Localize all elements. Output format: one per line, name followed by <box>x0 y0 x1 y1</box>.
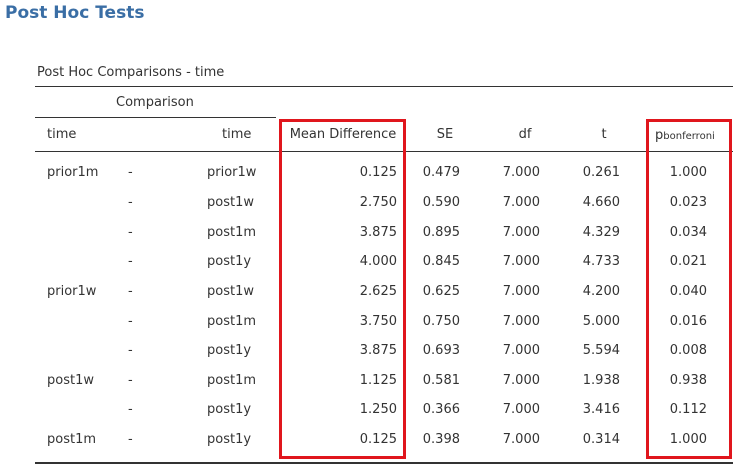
section-title: Post Hoc Tests <box>5 3 145 23</box>
cell-p-bonferroni: 1.000 <box>669 165 707 180</box>
cell-dash: - <box>128 165 133 180</box>
cell-p-bonferroni: 0.034 <box>669 225 707 240</box>
cell-mean-difference: 2.750 <box>359 195 397 210</box>
cell-t: 4.733 <box>582 254 620 269</box>
cell-df: 7.000 <box>502 284 540 299</box>
cell-time-to: prior1w <box>207 165 257 180</box>
table-header-rule <box>35 151 733 152</box>
cell-t: 0.261 <box>582 165 620 180</box>
cell-mean-difference: 1.125 <box>359 373 397 388</box>
comparison-group-rule <box>35 117 276 118</box>
cell-p-bonferroni: 0.016 <box>669 314 707 329</box>
cell-t: 0.314 <box>582 432 620 447</box>
cell-p-bonferroni: 0.938 <box>669 373 707 388</box>
cell-p-bonferroni: 0.023 <box>669 195 707 210</box>
comparison-group-label: Comparison <box>116 95 194 110</box>
cell-t: 4.200 <box>582 284 620 299</box>
cell-se: 0.693 <box>422 343 460 358</box>
cell-df: 7.000 <box>502 165 540 180</box>
cell-se: 0.845 <box>422 254 460 269</box>
cell-se: 0.581 <box>422 373 460 388</box>
cell-mean-difference: 0.125 <box>359 432 397 447</box>
cell-df: 7.000 <box>502 373 540 388</box>
cell-time-to: post1y <box>207 254 252 269</box>
cell-se: 0.895 <box>422 225 460 240</box>
cell-df: 7.000 <box>502 225 540 240</box>
header-t: t <box>601 127 607 142</box>
cell-t: 3.416 <box>582 402 620 417</box>
cell-se: 0.398 <box>422 432 460 447</box>
cell-mean-difference: 3.875 <box>359 343 397 358</box>
cell-se: 0.750 <box>422 314 460 329</box>
cell-df: 7.000 <box>502 402 540 417</box>
cell-df: 7.000 <box>502 195 540 210</box>
header-se: SE <box>436 127 454 142</box>
cell-time-to: post1y <box>207 402 252 417</box>
cell-mean-difference: 4.000 <box>359 254 397 269</box>
cell-df: 7.000 <box>502 343 540 358</box>
cell-dash: - <box>128 284 133 299</box>
cell-p-bonferroni: 0.008 <box>669 343 707 358</box>
cell-time-from: prior1w <box>47 284 97 299</box>
cell-dash: - <box>128 373 133 388</box>
cell-mean-difference: 2.625 <box>359 284 397 299</box>
cell-dash: - <box>128 254 133 269</box>
cell-t: 4.329 <box>582 225 620 240</box>
header-mean-difference: Mean Difference <box>289 127 397 142</box>
cell-time-to: post1m <box>207 373 257 388</box>
cell-dash: - <box>128 402 133 417</box>
table-title: Post Hoc Comparisons - time <box>37 65 225 80</box>
cell-time-to: post1y <box>207 432 252 447</box>
cell-time-to: post1w <box>207 195 254 210</box>
cell-dash: - <box>128 195 133 210</box>
cell-mean-difference: 3.875 <box>359 225 397 240</box>
cell-se: 0.479 <box>422 165 460 180</box>
cell-time-to: post1m <box>207 225 257 240</box>
cell-t: 5.594 <box>582 343 620 358</box>
table-bottom-rule <box>35 462 733 464</box>
table-top-rule <box>35 86 733 87</box>
cell-dash: - <box>128 225 133 240</box>
cell-df: 7.000 <box>502 254 540 269</box>
cell-se: 0.590 <box>422 195 460 210</box>
cell-df: 7.000 <box>502 432 540 447</box>
cell-p-bonferroni: 0.112 <box>669 402 707 417</box>
header-time-1: time <box>47 127 77 142</box>
cell-time-from: post1w <box>47 373 94 388</box>
cell-se: 0.366 <box>422 402 460 417</box>
cell-dash: - <box>128 432 133 447</box>
header-time-2: time <box>222 127 252 142</box>
cell-t: 5.000 <box>582 314 620 329</box>
cell-mean-difference: 1.250 <box>359 402 397 417</box>
p-bonferroni-highlight-box <box>646 119 732 459</box>
header-df: df <box>518 127 532 142</box>
cell-p-bonferroni: 1.000 <box>669 432 707 447</box>
header-p-sub: bonferroni <box>663 131 715 142</box>
cell-t: 4.660 <box>582 195 620 210</box>
cell-time-from: prior1m <box>47 165 99 180</box>
cell-dash: - <box>128 343 133 358</box>
cell-mean-difference: 0.125 <box>359 165 397 180</box>
header-p-main: p <box>655 128 664 143</box>
cell-se: 0.625 <box>422 284 460 299</box>
cell-time-to: post1y <box>207 343 252 358</box>
cell-t: 1.938 <box>582 373 620 388</box>
cell-time-to: post1w <box>207 284 254 299</box>
mean-difference-highlight-box <box>279 119 406 459</box>
cell-dash: - <box>128 314 133 329</box>
header-p-bonferroni: pbonferroni <box>655 128 715 145</box>
cell-mean-difference: 3.750 <box>359 314 397 329</box>
cell-p-bonferroni: 0.040 <box>669 284 707 299</box>
cell-p-bonferroni: 0.021 <box>669 254 707 269</box>
cell-time-to: post1m <box>207 314 257 329</box>
cell-df: 7.000 <box>502 314 540 329</box>
cell-time-from: post1m <box>47 432 97 447</box>
